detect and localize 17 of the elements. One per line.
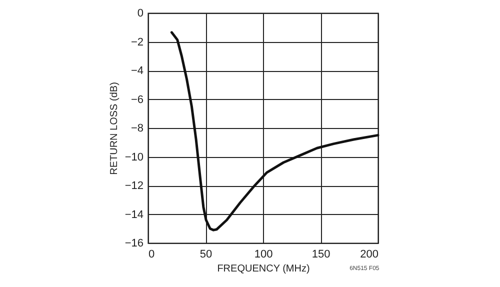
y-tick-label: −16 bbox=[124, 238, 144, 250]
line-series bbox=[170, 31, 380, 232]
x-tick-label: 200 bbox=[360, 248, 378, 260]
x-tick-label: 0 bbox=[148, 248, 155, 260]
x-tick-label: 100 bbox=[254, 248, 273, 260]
y-tick-label: −14 bbox=[124, 208, 144, 221]
y-tick-label: −8 bbox=[130, 122, 144, 134]
x-tick-label: 50 bbox=[200, 248, 212, 260]
y-axis-title: RETURN LOSS (dB) bbox=[108, 82, 120, 175]
x-axis-title: FREQUENCY (MHz) bbox=[217, 264, 310, 274]
y-tick-label: −12 bbox=[124, 180, 144, 192]
y-tick-label: −2 bbox=[130, 36, 144, 48]
y-tick-label: −10 bbox=[124, 151, 144, 164]
y-tick-label: 0 bbox=[137, 8, 144, 20]
x-tick-label: 150 bbox=[312, 248, 330, 260]
y-tick-label: −6 bbox=[130, 94, 144, 106]
y-tick-label: −4 bbox=[130, 65, 144, 77]
